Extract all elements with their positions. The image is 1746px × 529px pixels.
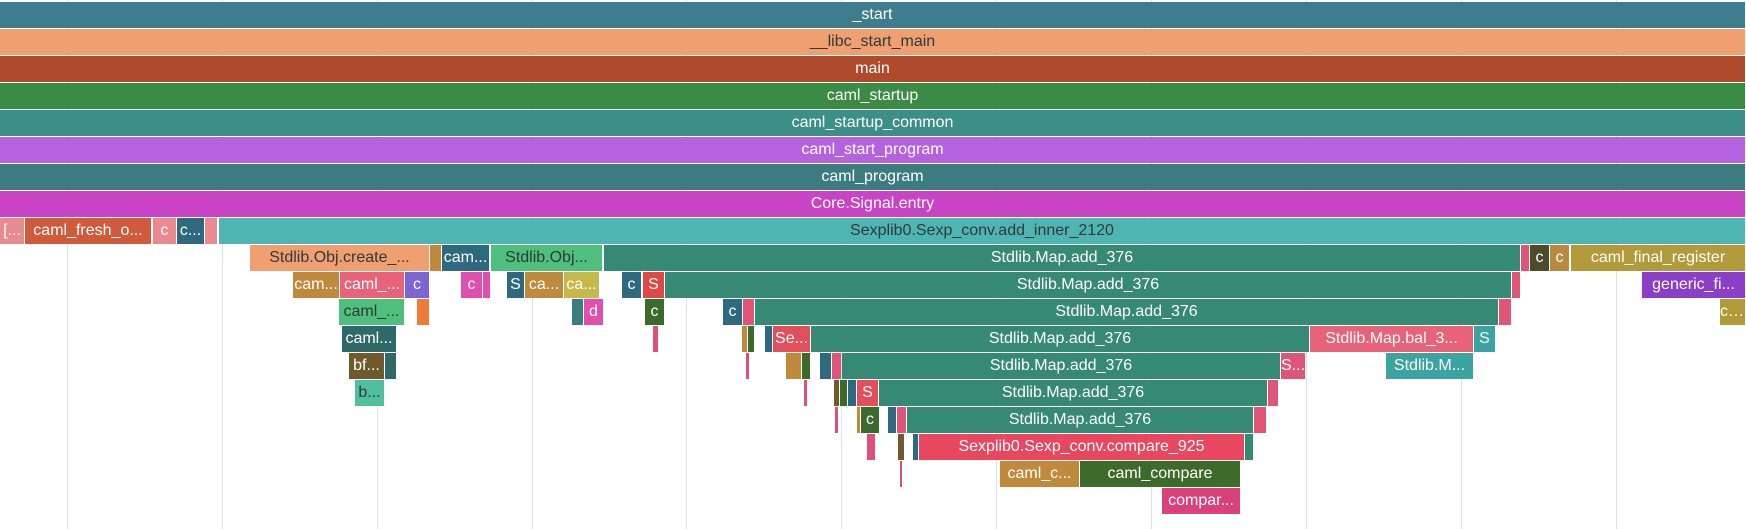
flame-frame[interactable] [1499,299,1511,325]
flame-frame[interactable]: Se... [773,326,810,352]
flame-frame[interactable] [820,353,831,379]
flame-frame[interactable]: caml_startup [0,83,1745,109]
flame-frame[interactable] [417,299,429,325]
flame-frame[interactable]: caml_startup_common [0,110,1745,136]
flame-frame[interactable]: Stdlib.Map.add_376 [755,299,1498,325]
time-gridline [67,0,68,529]
flame-frame[interactable]: cam... [442,245,489,271]
flame-frame[interactable] [743,299,754,325]
flame-frame[interactable] [913,434,918,460]
flame-frame[interactable] [834,380,839,406]
flame-frame[interactable]: c... [177,218,204,244]
flame-frame[interactable]: S [643,272,664,298]
flame-frame[interactable] [786,353,801,379]
flame-frame[interactable]: Stdlib.Obj... [491,245,602,271]
flame-frame[interactable]: ca... [1720,299,1745,325]
flame-frame[interactable] [746,353,749,379]
flame-frame[interactable] [1254,407,1266,433]
flame-frame[interactable]: S [857,380,878,406]
flame-frame[interactable] [900,461,902,487]
flame-frame[interactable] [653,326,658,352]
flame-frame[interactable]: main [0,56,1745,82]
flame-frame[interactable]: Core.Signal.entry [0,191,1745,217]
flame-frame[interactable] [802,353,810,379]
flame-frame[interactable]: ca... [525,272,563,298]
flame-frame[interactable] [804,380,807,406]
flame-frame[interactable] [897,407,906,433]
time-gridline [222,0,223,529]
flame-frame[interactable]: Stdlib.M... [1386,353,1473,379]
flame-frame[interactable]: c [153,218,176,244]
flame-frame[interactable]: Stdlib.Map.add_376 [665,272,1511,298]
flame-frame[interactable] [572,299,583,325]
flame-frame[interactable] [835,407,838,433]
flame-frame[interactable] [1521,245,1529,271]
flame-frame[interactable]: generic_fi... [1642,272,1745,298]
flame-frame[interactable]: Stdlib.Map.add_376 [811,326,1309,352]
flame-frame[interactable]: S [507,272,524,298]
flame-frame[interactable]: c [405,272,429,298]
flame-frame[interactable] [742,326,747,352]
flame-frame[interactable]: caml_... [339,299,404,325]
flame-frame[interactable]: caml_start_program [0,137,1745,163]
flame-frame[interactable]: __libc_start_main [0,29,1745,55]
flame-frame[interactable]: caml_program [0,164,1745,190]
flame-frame[interactable] [385,353,396,379]
flame-frame[interactable]: Sexplib0.Sexp_conv.compare_925 [919,434,1244,460]
flame-frame[interactable]: _start [0,2,1745,28]
flame-frame[interactable] [888,407,896,433]
flame-frame[interactable]: c [861,407,879,433]
flame-frame[interactable]: caml_final_register [1571,245,1745,271]
flame-frame[interactable]: c [622,272,641,298]
flame-frame[interactable]: Stdlib.Obj.create_... [250,245,429,271]
flame-frame[interactable]: compar... [1162,488,1240,514]
flame-frame[interactable] [867,434,875,460]
flame-frame[interactable]: Stdlib.Map.add_376 [907,407,1253,433]
flame-frame[interactable] [840,380,847,406]
flame-frame[interactable]: bf... [349,353,384,379]
flame-frame[interactable] [1512,272,1520,298]
flame-frame[interactable] [205,218,217,244]
flame-frame[interactable] [748,326,754,352]
flame-frame[interactable]: Sexplib0.Sexp_conv.add_inner_2120 [219,218,1745,244]
flame-frame[interactable]: c [723,299,742,325]
flame-frame[interactable]: cam... [293,272,339,298]
flame-frame[interactable]: b... [355,380,384,406]
flame-frame[interactable] [1245,434,1253,460]
flame-frame[interactable]: S... [1281,353,1305,379]
flame-frame[interactable]: c [1550,245,1569,271]
flame-frame[interactable] [1268,380,1278,406]
flame-frame[interactable] [848,380,856,406]
flame-frame[interactable] [483,272,490,298]
flame-frame[interactable]: caml_c... [1000,461,1079,487]
flame-frame[interactable]: c [1530,245,1549,271]
flame-frame[interactable] [832,353,841,379]
flame-frame[interactable]: caml... [342,326,396,352]
flame-frame[interactable]: c [645,299,664,325]
flame-frame[interactable]: caml_compare [1080,461,1240,487]
flame-frame[interactable]: S [1474,326,1495,352]
flame-frame[interactable]: Stdlib.Map.add_376 [879,380,1267,406]
flame-frame[interactable]: caml_fresh_o... [25,218,151,244]
flame-frame[interactable] [430,245,441,271]
flame-frame[interactable]: caml_... [340,272,404,298]
flame-frame[interactable]: [... [0,218,24,244]
flame-frame[interactable] [765,326,772,352]
flame-frame[interactable] [898,434,904,460]
flame-frame[interactable]: c [461,272,482,298]
flame-frame[interactable] [857,407,860,433]
flame-frame[interactable]: ca... [564,272,599,298]
flame-frame[interactable]: Stdlib.Map.add_376 [842,353,1280,379]
flame-frame[interactable]: Stdlib.Map.bal_3... [1310,326,1473,352]
flame-frame[interactable]: d [584,299,603,325]
flame-frame[interactable]: Stdlib.Map.add_376 [604,245,1520,271]
